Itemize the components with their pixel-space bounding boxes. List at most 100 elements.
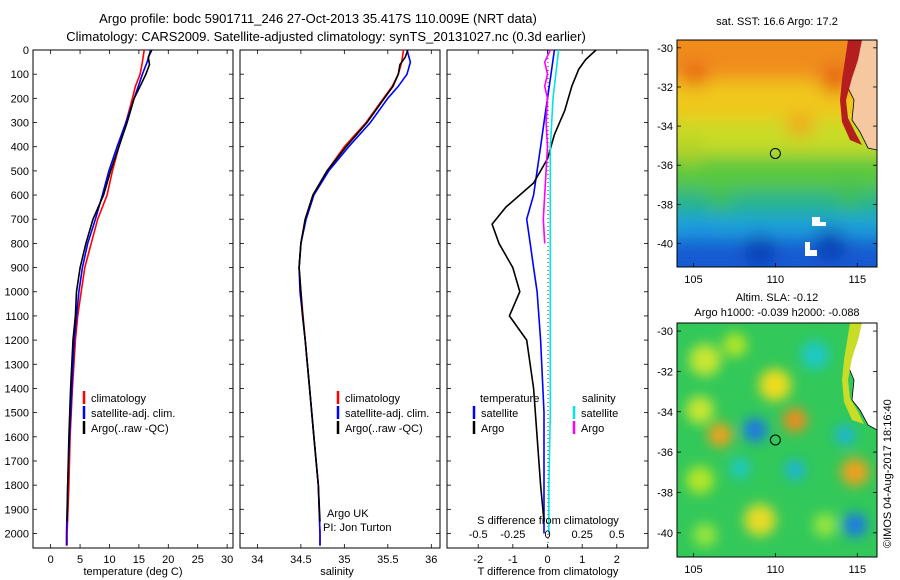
depth-tick-label: 600 bbox=[11, 190, 29, 202]
legend-title-temperature: temperature bbox=[480, 393, 539, 405]
legend-label-sal-satellite: satellite bbox=[581, 408, 618, 420]
sla-map-frame bbox=[676, 322, 878, 558]
imos-watermark: ©IMOS 04-Aug-2017 18:16:40 bbox=[882, 399, 894, 548]
annotation-pi-name: PI: Jon Turton bbox=[323, 522, 391, 534]
x-tick-label: 35.5 bbox=[377, 554, 398, 566]
map-y-tick-label: -34 bbox=[657, 407, 673, 419]
difference-series bbox=[491, 49, 597, 534]
legend-label-argo: Argo(..raw -QC) bbox=[345, 423, 423, 435]
map-x-tick-label: 110 bbox=[767, 564, 785, 576]
sla-argo-position-marker bbox=[769, 434, 781, 446]
figure-title-line1: Argo profile: bodc 5901711_246 27-Oct-20… bbox=[99, 11, 537, 26]
map-y-tick-label: -40 bbox=[657, 528, 673, 540]
x-tick-label: -2 bbox=[473, 554, 483, 566]
sst-mask-2 bbox=[805, 242, 817, 256]
t-difference-label: T difference from climatology bbox=[478, 566, 619, 578]
map-y-tick-label: -38 bbox=[657, 487, 673, 499]
legend-title-salinity: salinity bbox=[582, 393, 616, 405]
sst-map: sat. SST: 16.6 Argo: 17.2 bbox=[657, 16, 878, 286]
x-tick-label: 25 bbox=[192, 554, 204, 566]
sla-field bbox=[677, 323, 877, 557]
x-tick-label: 20 bbox=[162, 554, 174, 566]
map-y-tick-label: -36 bbox=[657, 160, 673, 172]
sla-map-ticks: 105 110 115 -30 -32 -34 -36 -38 -40 bbox=[657, 326, 877, 576]
salinity-panel: 34 34.5 35 35.5 36 climatology satellite-adj… bbox=[239, 49, 441, 578]
s-diff-tick-label: -0.5 bbox=[469, 529, 488, 541]
depth-tick-label: 700 bbox=[11, 214, 29, 226]
x-tick-label: 2 bbox=[614, 554, 620, 566]
map-y-tick-label: -38 bbox=[657, 199, 673, 211]
salinity-satellite-line bbox=[548, 49, 560, 534]
legend-label-climatology: climatology bbox=[91, 393, 147, 405]
x-tick-label: 36 bbox=[425, 554, 437, 566]
depth-tick-label: 500 bbox=[11, 166, 29, 178]
map-x-tick-label: 115 bbox=[849, 564, 867, 576]
map-x-tick-label: 115 bbox=[849, 274, 867, 286]
map-y-tick-label: -32 bbox=[657, 366, 673, 378]
x-tick-label: 30 bbox=[221, 554, 233, 566]
sst-mask-1 bbox=[812, 217, 826, 226]
depth-tick-label: 1000 bbox=[5, 287, 29, 299]
x-tick-label: 34 bbox=[251, 554, 263, 566]
argo-raw-qc-line bbox=[66, 49, 153, 522]
depth-tick-label: 1600 bbox=[5, 432, 29, 444]
depth-tick-label: 200 bbox=[11, 93, 29, 105]
sst-field bbox=[677, 40, 877, 267]
legend-label-climatology: climatology bbox=[345, 393, 401, 405]
depth-tick-label: 900 bbox=[11, 263, 29, 275]
x-tick-label: 15 bbox=[133, 554, 145, 566]
temperature-argo-line bbox=[491, 49, 597, 522]
depth-tick-label: 1800 bbox=[5, 480, 29, 492]
depth-tick-label: 400 bbox=[11, 142, 29, 154]
depth-tick-label: 1500 bbox=[5, 408, 29, 420]
annotation-argo-uk: Argo UK bbox=[327, 508, 369, 520]
x-tick-label: -1 bbox=[508, 554, 518, 566]
sst-map-ticks: 105 110 115 -30 -32 -34 -36 -38 -40 bbox=[657, 43, 877, 286]
salinity-axis-ticks: 34 34.5 35 35.5 36 bbox=[251, 50, 437, 566]
temperature-legend: climatology satellite-adj. clim. Argo(..… bbox=[82, 391, 175, 435]
s-diff-tick-label: 0.25 bbox=[571, 529, 592, 541]
x-tick-label: 10 bbox=[103, 554, 115, 566]
s-diff-tick-label: 0.5 bbox=[609, 529, 624, 541]
depth-axis-ticks: 0 100 200 300 400 500 600 700 800 900 1000 1100 1200… bbox=[5, 45, 233, 540]
x-tick-label: 34.5 bbox=[290, 554, 311, 566]
argo-raw-qc-line bbox=[298, 49, 409, 522]
depth-tick-label: 1700 bbox=[5, 456, 29, 468]
depth-tick-label: 2000 bbox=[5, 528, 29, 540]
depth-tick-label: 1100 bbox=[5, 311, 29, 323]
s-diff-tick-label: -0.25 bbox=[500, 529, 525, 541]
difference-panel: -2 -1 0 1 2 temperature satellite Argo salin… bbox=[446, 49, 649, 578]
legend-label-argo: Argo(..raw -QC) bbox=[91, 423, 169, 435]
salinity-difference-tick-labels: -0.5 -0.25 0 0.25 0.5 bbox=[469, 529, 625, 541]
temperature-plot-frame bbox=[32, 49, 234, 549]
depth-tick-label: 800 bbox=[11, 238, 29, 250]
x-tick-label: 0 bbox=[544, 554, 550, 566]
temperature-series bbox=[65, 49, 153, 546]
difference-depth-ticks bbox=[447, 49, 648, 534]
sla-map-title: Altim. SLA: -0.12 bbox=[736, 292, 819, 304]
s-diff-tick-label: 0 bbox=[544, 529, 550, 541]
depth-tick-label: 1200 bbox=[5, 335, 29, 347]
difference-axis-ticks: -2 -1 0 1 2 bbox=[473, 50, 620, 566]
sst-argo-position-marker bbox=[769, 148, 781, 159]
depth-tick-label: 1400 bbox=[5, 383, 29, 395]
salinity-depth-ticks bbox=[240, 49, 440, 534]
figure-title-line2: Climatology: CARS2009. Satellite-adjuste… bbox=[66, 29, 586, 44]
legend-label-satellite: satellite-adj. clim. bbox=[345, 408, 429, 420]
sla-map: Altim. SLA: -0.12 Argo h1000: -0.039 h20… bbox=[657, 292, 878, 576]
temperature-xlabel: temperature (deg C) bbox=[83, 566, 182, 578]
legend-label-temp-satellite: satellite bbox=[481, 408, 518, 420]
salinity-series bbox=[298, 49, 412, 546]
x-tick-label: 35 bbox=[338, 554, 350, 566]
x-tick-label: 1 bbox=[579, 554, 585, 566]
depth-tick-label: 0 bbox=[23, 45, 29, 57]
sla-map-subtitle: Argo h1000: -0.039 h2000: -0.088 bbox=[694, 307, 859, 319]
x-tick-label: 5 bbox=[77, 554, 83, 566]
map-y-tick-label: -36 bbox=[657, 447, 673, 459]
map-y-tick-label: -30 bbox=[657, 326, 673, 338]
map-y-tick-label: -34 bbox=[657, 121, 673, 133]
sst-map-title: sat. SST: 16.6 Argo: 17.2 bbox=[716, 16, 838, 28]
x-tick-label: 0 bbox=[48, 554, 54, 566]
map-x-tick-label: 110 bbox=[767, 274, 785, 286]
